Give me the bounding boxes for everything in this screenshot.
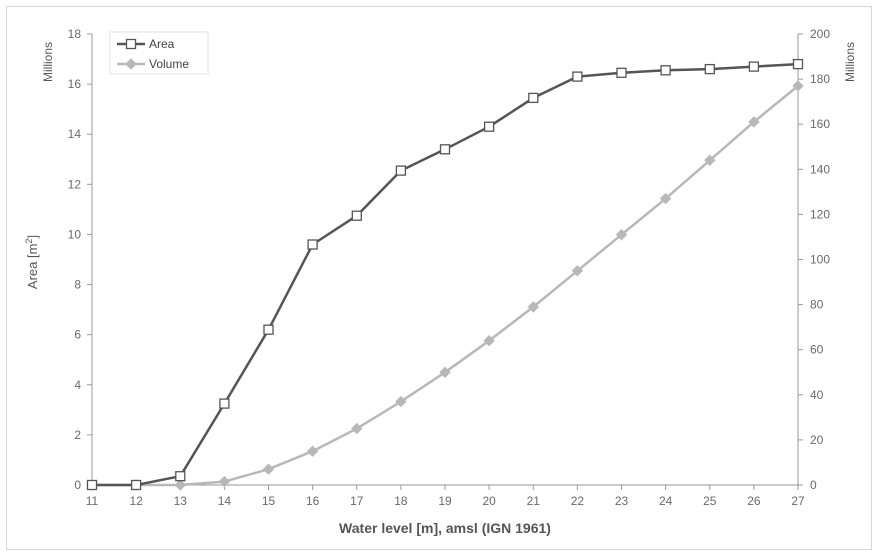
right-tick-label: 200 [810,27,830,41]
data-point-volume [483,334,495,347]
left-tick-label: 14 [68,127,82,141]
right-tick-label: 0 [810,478,817,492]
area-volume-chart: 11 12 13 14 15 16 17 18 19 20 21 22 23 24 25 26 27 02468… [24,27,857,536]
right-tick-label: 180 [810,72,830,86]
left-tick-label: 2 [74,428,81,442]
x-tick-label: 19 [438,494,452,508]
data-point-volume [571,265,584,277]
data-point-volume [306,445,319,457]
series-volume [86,80,804,491]
left-tick-label: 4 [74,378,81,392]
left-tick-label: 12 [68,177,82,191]
data-point-area [748,61,760,72]
right-tick-label: 60 [810,343,824,357]
x-tick-label: 16 [306,494,320,508]
x-tick-label: 23 [615,494,629,508]
left-tick-label: 16 [68,77,82,91]
data-point-area [483,121,495,132]
x-tick-label: 25 [703,494,717,508]
axes [91,34,799,486]
data-point-area [351,210,362,221]
left-tick-label: 6 [74,328,81,342]
data-point-area [130,479,142,491]
x-tick-label: 18 [394,494,408,508]
data-point-volume [262,463,275,475]
right-tick-label: 100 [810,253,830,267]
data-point-volume [218,475,231,488]
legend-volume-label: Volume [149,57,189,71]
data-point-area [704,63,715,75]
data-point-volume [439,366,451,379]
left-tick-label: 10 [68,227,82,241]
series-line-area [92,62,799,487]
right-y-ticks: 0 20 40 60 80 100 120 140 160 180 200 [798,27,830,492]
legend: Area Volume [109,31,209,75]
data-point-area [572,71,583,82]
left-tick-label: 0 [74,478,81,492]
right-tick-label: 20 [810,433,824,447]
data-point-volume [174,479,187,491]
x-tick-label: 14 [218,494,232,508]
data-point-area [528,92,539,104]
data-point-area [395,165,407,176]
x-tick-label: 20 [482,494,496,508]
right-tick-label: 160 [810,117,830,131]
x-tick-label: 15 [262,494,276,508]
x-tick-label: 17 [350,494,364,508]
data-point-area [307,239,318,250]
data-point-volume [748,116,760,128]
legend-area-label: Area [149,37,175,51]
data-point-area [263,324,274,335]
x-tick-label: 27 [791,494,805,508]
data-point-volume [659,192,672,205]
right-tick-label: 140 [810,162,830,176]
data-point-area [175,471,186,482]
x-tick-label: 21 [527,494,541,508]
right-axis-unit: Millions [843,42,857,82]
left-axis-label: Area [m2] [24,235,40,289]
left-tick-label: 18 [68,27,82,41]
data-point-area [616,67,627,78]
data-point-volume [351,422,363,435]
data-point-volume [704,154,716,167]
right-tick-label: 120 [810,207,830,221]
x-tick-label: 12 [129,494,143,508]
series-area [86,58,804,491]
legend-volume-marker [125,58,137,70]
right-tick-label: 40 [810,388,824,402]
data-point-area [86,479,98,491]
x-tick-label: 24 [659,494,673,508]
data-point-area [792,58,804,70]
left-tick-label: 8 [74,278,81,292]
series-layer [86,58,804,491]
data-point-area [439,144,451,155]
data-point-volume [395,395,407,408]
x-tick-label: 11 [86,494,99,508]
data-point-area [219,398,230,409]
left-axis-unit: Millions [41,42,55,82]
x-tick-label: 22 [571,494,585,508]
left-y-ticks: 0 2 4 6 8 10 12 14 16 18 [68,27,92,492]
x-tick-label: 26 [747,494,761,508]
x-axis-label: Water level [m], amsl (IGN 1961) [339,520,551,536]
data-point-volume [527,301,540,313]
data-point-volume [615,228,628,241]
legend-area-marker [125,38,137,50]
data-point-volume [792,80,804,92]
data-point-area [660,65,671,76]
right-tick-label: 80 [810,298,824,312]
x-tick-label: 13 [174,494,188,508]
x-ticks: 11 12 13 14 15 16 17 18 19 20 21 22 23 24 25 26 27 [86,485,805,508]
